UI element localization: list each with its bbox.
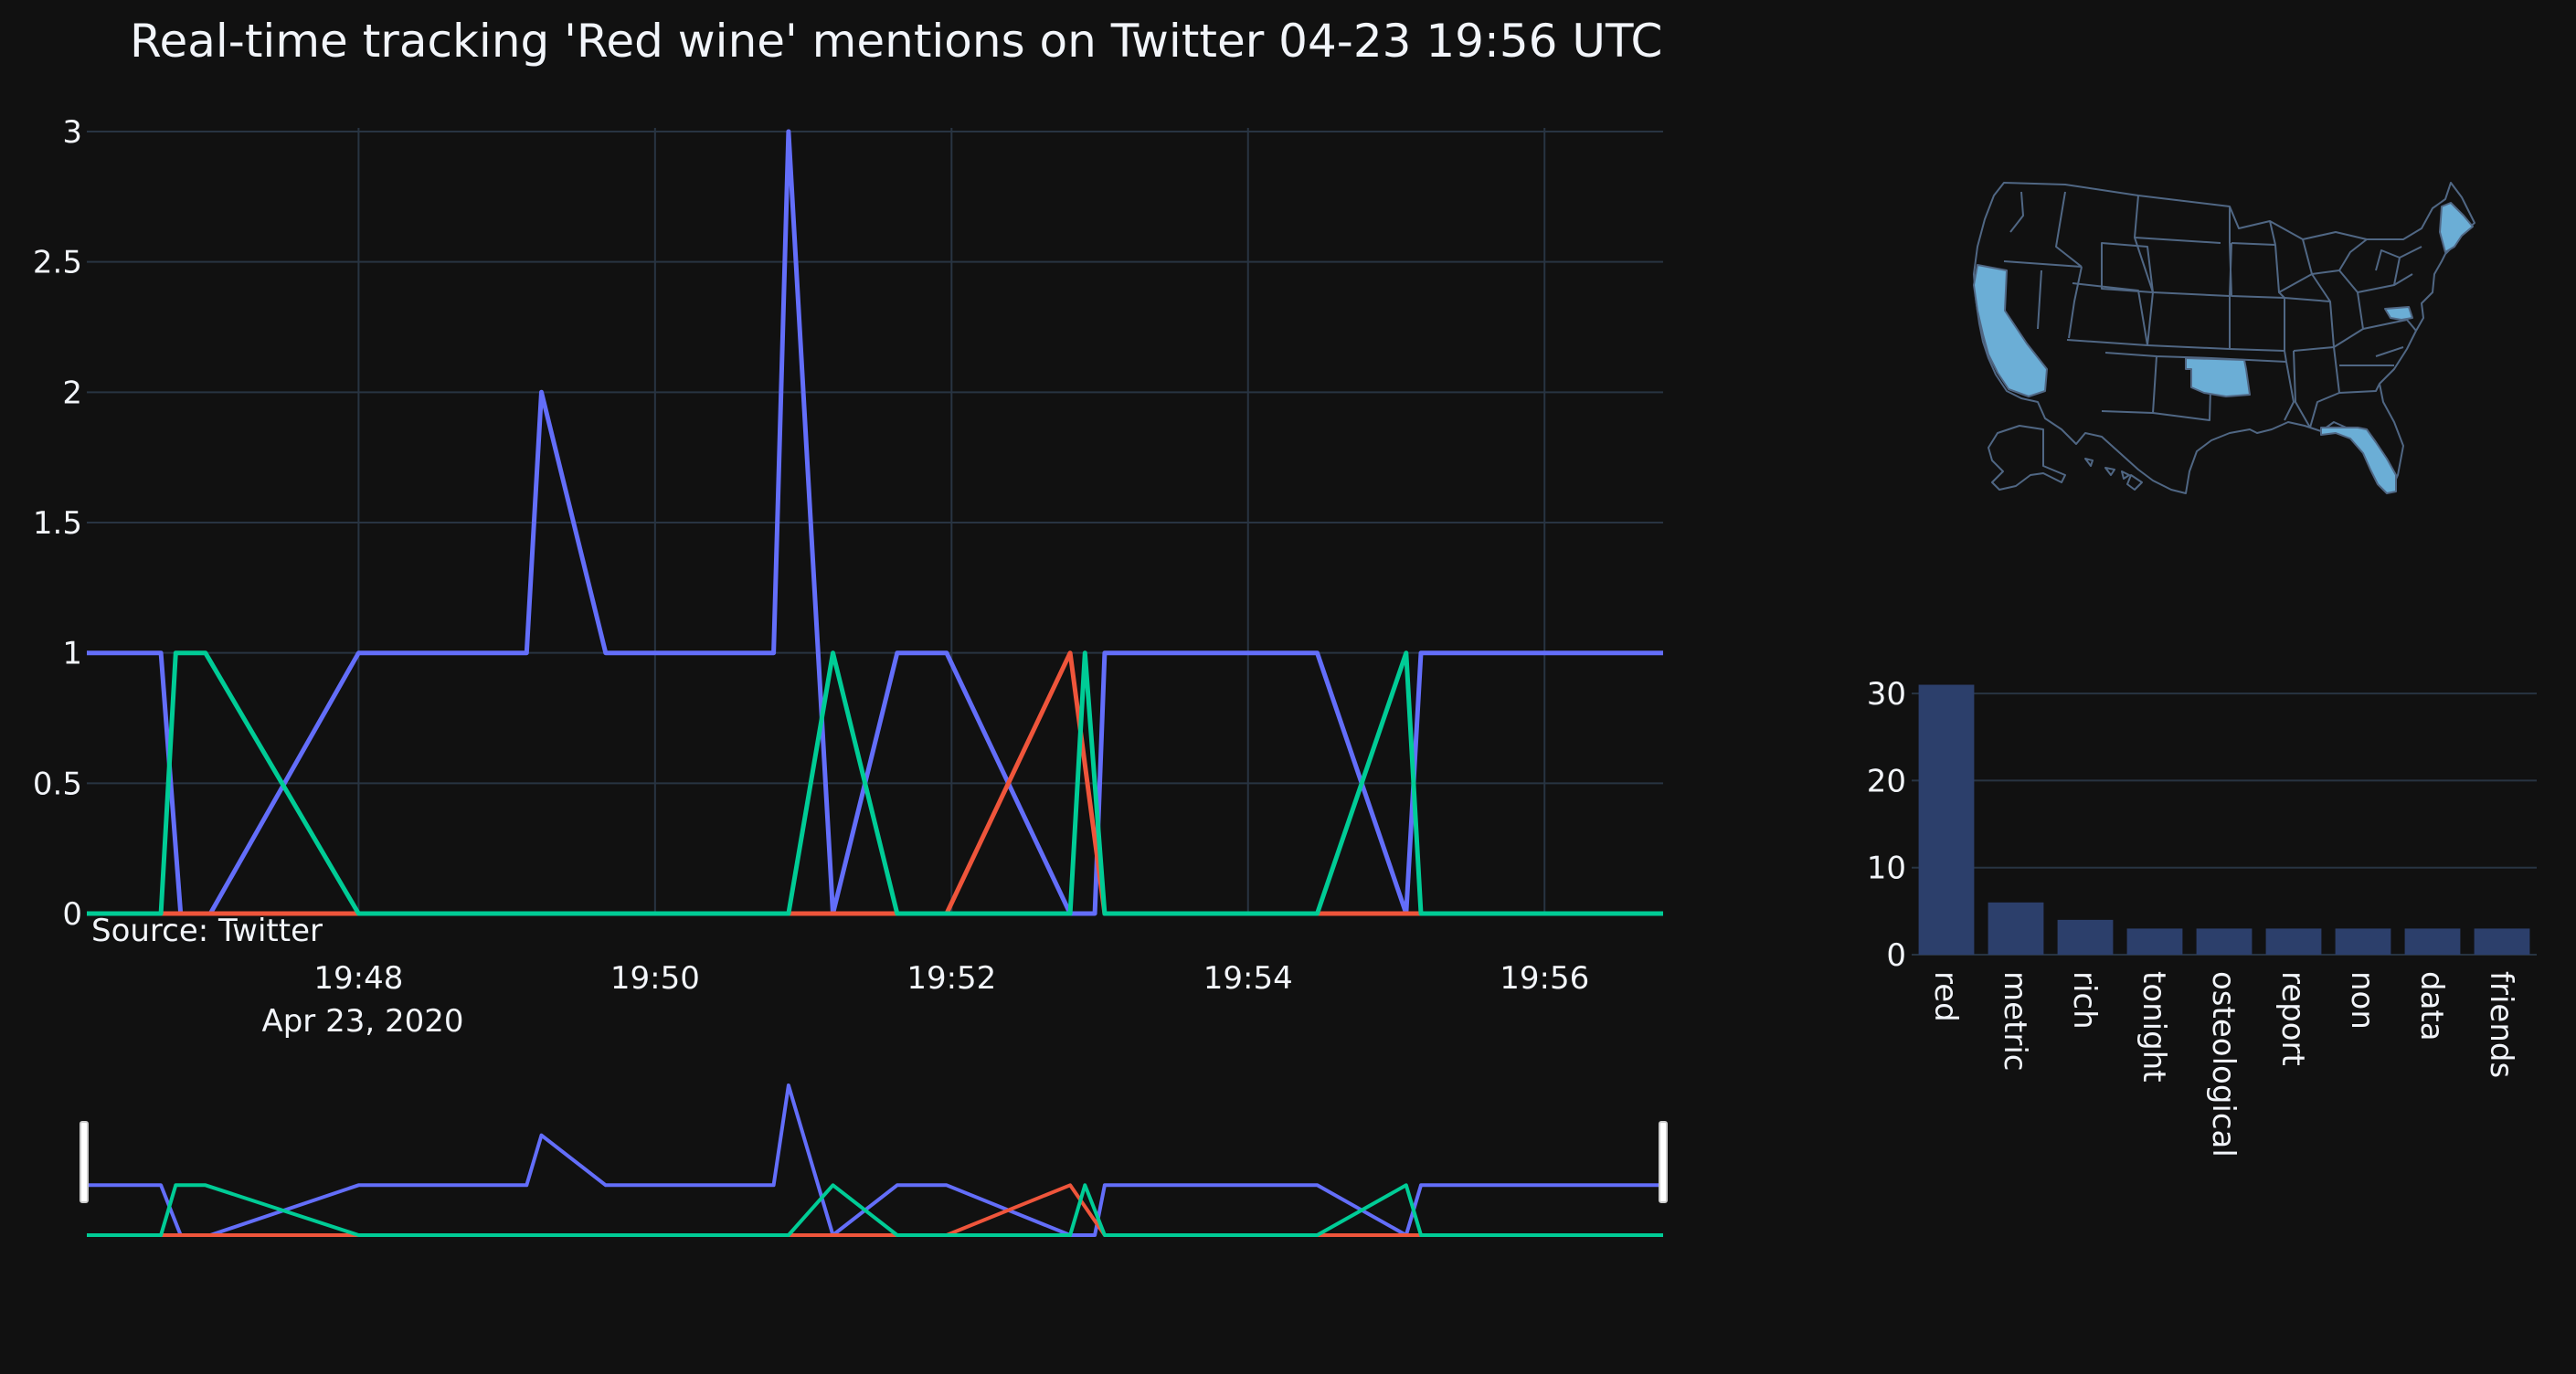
bar-non[interactable]	[2335, 928, 2391, 955]
bar-data[interactable]	[2404, 928, 2461, 955]
bar-category-label: friends	[2483, 971, 2519, 1078]
bar-osteological[interactable]	[2196, 928, 2253, 955]
bar-friends[interactable]	[2474, 928, 2530, 955]
map-state-california	[1973, 264, 2048, 397]
y-tick-label: 0	[62, 896, 82, 933]
bar-y-tick-label: 10	[1867, 851, 1906, 887]
bar-rich[interactable]	[2057, 919, 2114, 955]
bar-category-label: non	[2344, 971, 2380, 1030]
bar-y-tick-label: 0	[1886, 937, 1906, 974]
range-slider-left-handle[interactable]	[80, 1121, 89, 1203]
source-annotation: Source: Twitter	[91, 913, 323, 949]
bar-category-label: data	[2413, 971, 2450, 1041]
x-tick-label: 19:48	[313, 960, 403, 997]
line-chart-series	[87, 129, 1663, 916]
bar-chart[interactable]: 0 10 20 30 red metric rich tonight osteological…	[1867, 676, 2537, 1157]
bar-category-label: rich	[2066, 971, 2103, 1030]
x-tick-label: 19:52	[906, 960, 996, 997]
x-tick-label: 19:54	[1203, 960, 1293, 997]
line-chart[interactable]: 00.511.522.53 19:48 19:50 19:52 19:54 19:56 …	[33, 114, 1663, 1040]
bar-tonight[interactable]	[2126, 928, 2183, 955]
bar-category-label: metric	[1997, 971, 2033, 1072]
x-tick-label: 19:56	[1500, 960, 1589, 997]
map-alaska	[1988, 425, 2066, 491]
usa-choropleth-map[interactable]	[1973, 182, 2475, 494]
range-slider-series	[87, 1083, 1663, 1237]
bar-y-tick-label: 30	[1867, 676, 1906, 713]
bar-category-label: osteological	[2205, 971, 2242, 1157]
slider-line-blue	[87, 1083, 1663, 1237]
series-line-green	[87, 650, 1663, 916]
map-state-maryland	[2384, 306, 2413, 321]
map-state-oklahoma	[2185, 357, 2251, 397]
bar-metric[interactable]	[1988, 902, 2044, 955]
bar-chart-bars	[1918, 684, 2530, 955]
y-tick-label: 1	[62, 636, 82, 672]
x-axis-date-label: Apr 23, 2020	[261, 1003, 463, 1040]
map-state-maine	[2439, 202, 2474, 253]
range-slider[interactable]	[80, 1083, 1668, 1237]
map-state-florida	[2320, 427, 2397, 494]
slider-line-green	[87, 1183, 1663, 1237]
y-tick-label: 2.5	[33, 245, 82, 281]
x-tick-label: 19:50	[610, 960, 700, 997]
bar-y-tick-label: 20	[1867, 763, 1906, 799]
range-slider-right-handle[interactable]	[1659, 1121, 1668, 1203]
line-chart-x-axis: 19:48 19:50 19:52 19:54 19:56	[313, 960, 1589, 997]
y-tick-label: 2	[62, 375, 82, 411]
bar-category-label: red	[1927, 971, 1964, 1022]
line-chart-y-axis: 0 0.5 1 1.5 2 2.5 3	[33, 114, 82, 933]
series-line-blue	[87, 129, 1663, 916]
bar-chart-x-axis: red metric rich tonight osteological report no…	[1927, 971, 2519, 1157]
bar-red[interactable]	[1918, 684, 1975, 955]
bar-category-label: tonight	[2136, 971, 2172, 1083]
y-tick-label: 3	[62, 114, 82, 151]
chart-title: Real-time tracking 'Red wine' mentions o…	[130, 15, 1662, 68]
bar-report[interactable]	[2265, 928, 2322, 955]
map-hawaii	[2084, 458, 2143, 491]
bar-chart-y-axis: 0 10 20 30	[1867, 676, 1906, 974]
line-chart-grid	[87, 128, 1663, 914]
y-tick-label: 1.5	[33, 505, 82, 542]
y-tick-label: 0.5	[33, 766, 82, 802]
bar-category-label: report	[2274, 971, 2311, 1066]
